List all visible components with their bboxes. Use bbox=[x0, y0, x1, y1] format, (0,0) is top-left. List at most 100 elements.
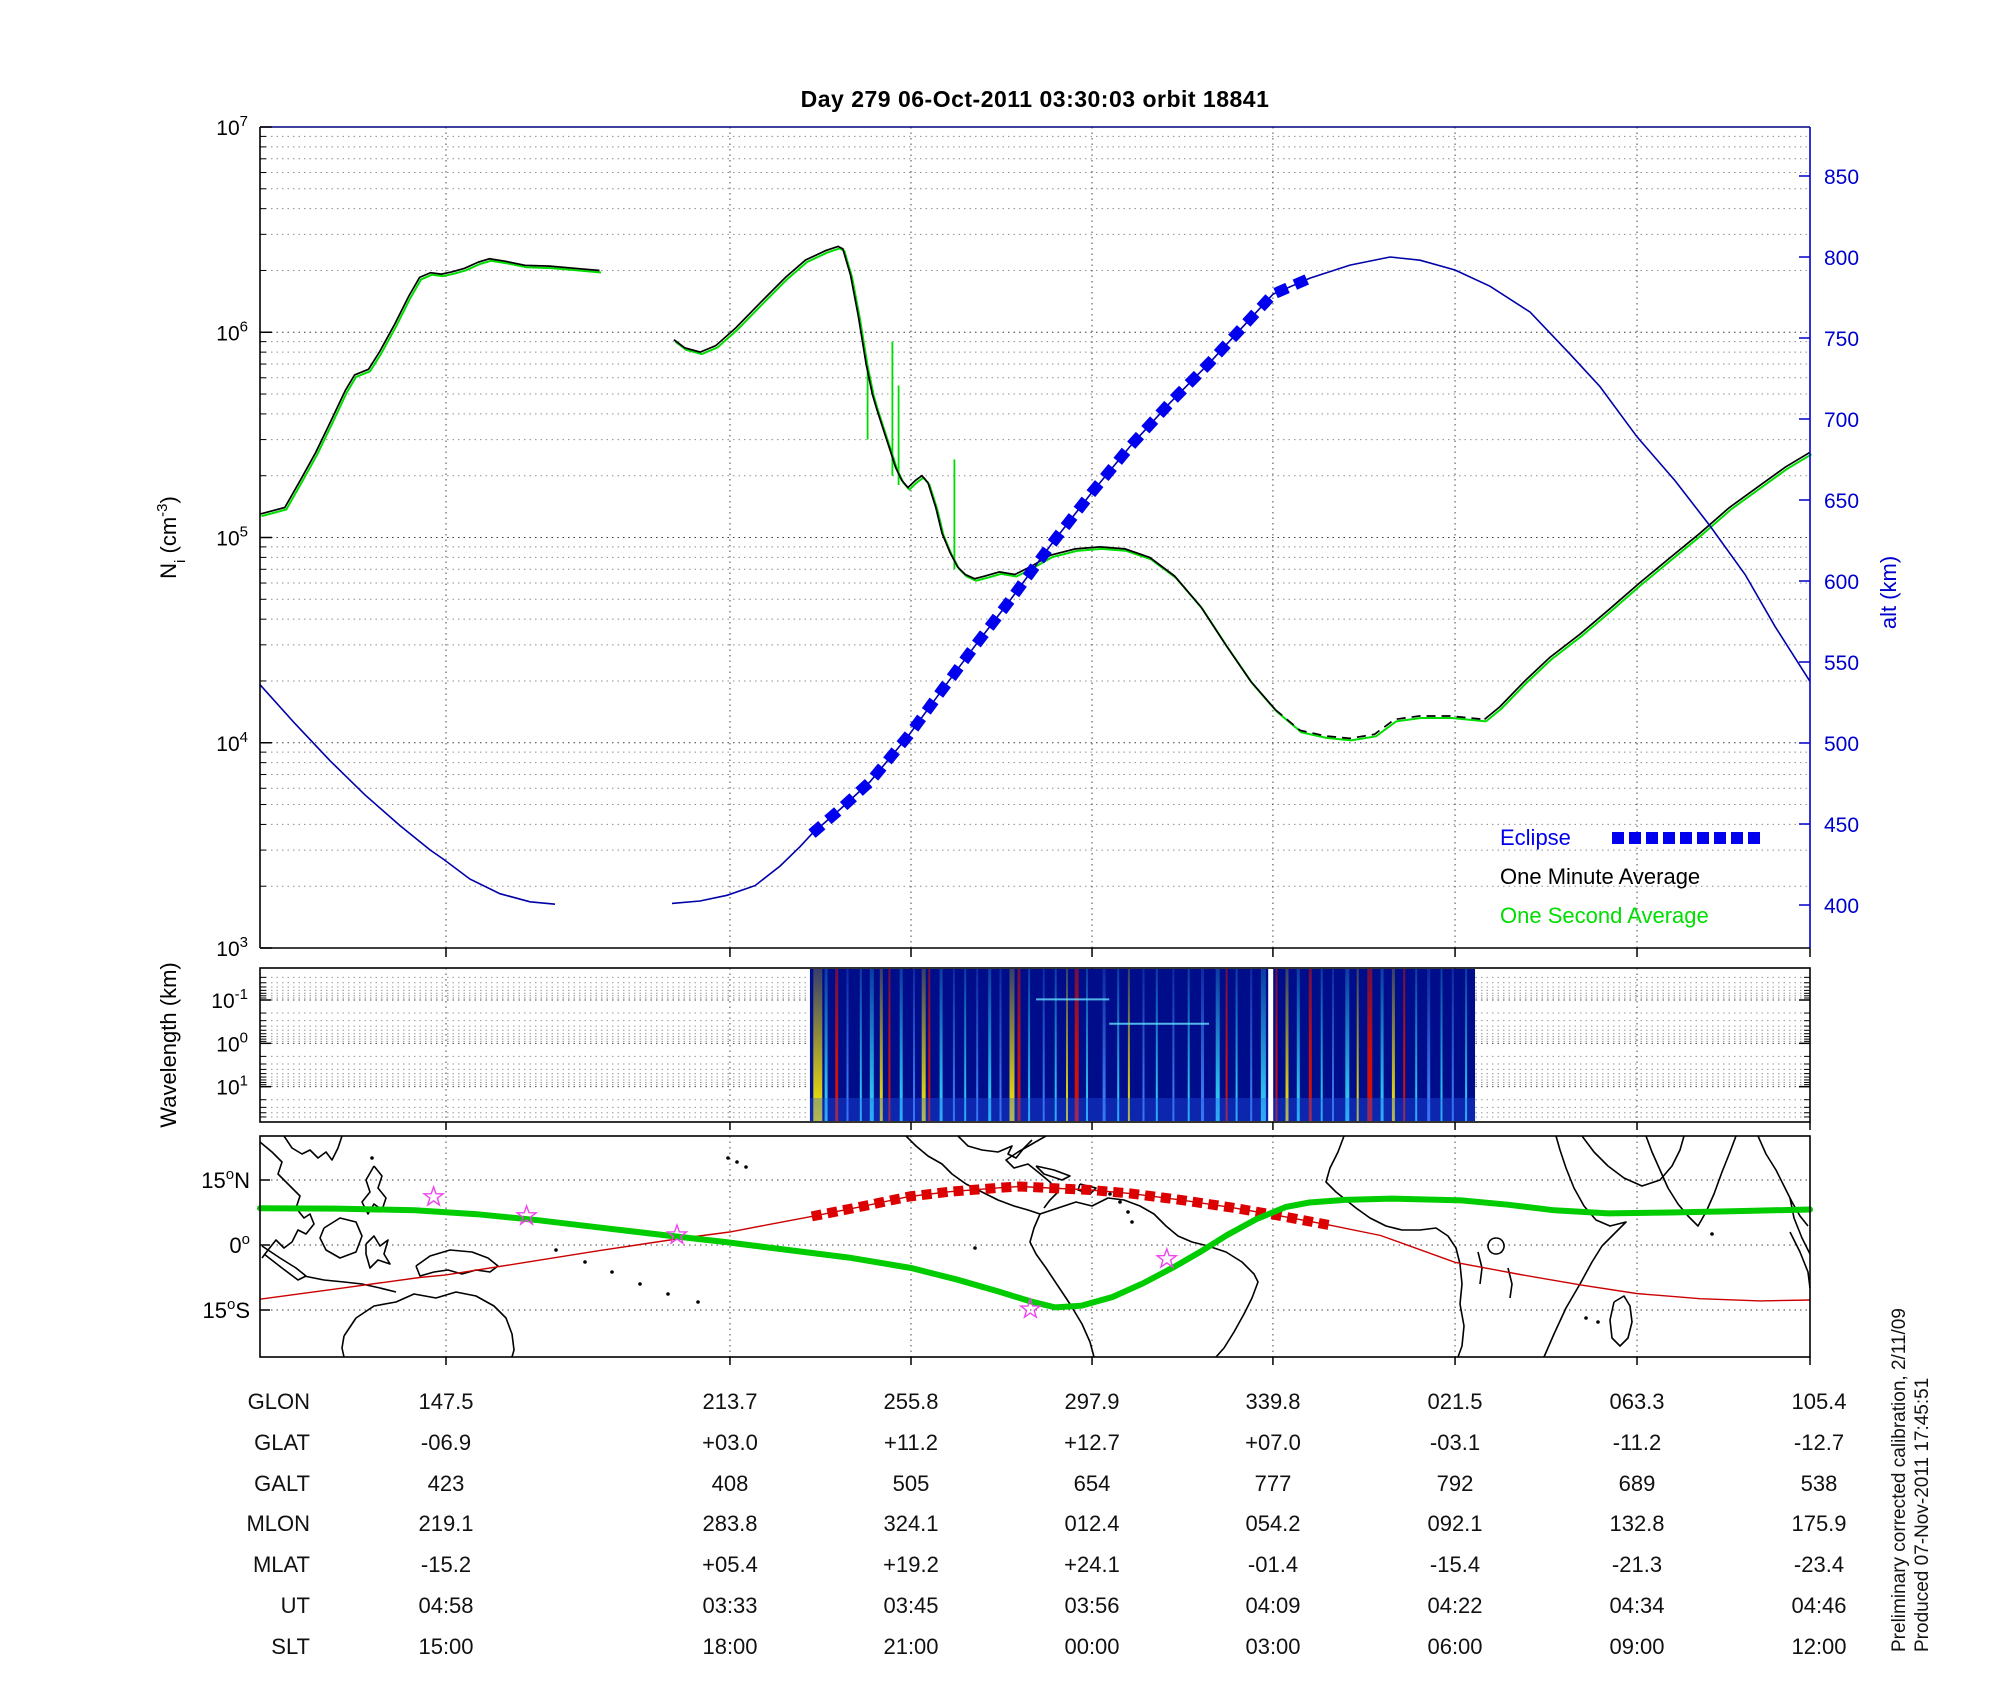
spectrogram-streak bbox=[1235, 969, 1238, 1121]
coastline bbox=[343, 1291, 515, 1358]
island-dot bbox=[638, 1282, 642, 1286]
spectrogram-streak bbox=[1451, 969, 1454, 1121]
coastline bbox=[1029, 1213, 1095, 1358]
island-dot bbox=[1118, 1200, 1122, 1204]
island-dot bbox=[1108, 1192, 1112, 1196]
one-second-average-segment bbox=[674, 247, 1278, 713]
one-minute-average-curve bbox=[1483, 451, 1811, 721]
coastline bbox=[1035, 1165, 1071, 1181]
spectrogram-streak bbox=[921, 969, 926, 1121]
spectrogram-streak bbox=[1427, 969, 1431, 1121]
star-marker bbox=[1155, 1246, 1179, 1269]
island-dot bbox=[973, 1246, 977, 1250]
table-cell: 03:33 bbox=[702, 1593, 758, 1618]
ground-track-eclipse bbox=[810, 1181, 1331, 1231]
spectrogram-bottom-band bbox=[809, 1098, 1476, 1121]
coastline bbox=[957, 1135, 1033, 1159]
spectrogram-streak bbox=[1440, 969, 1443, 1121]
spectrogram-streak bbox=[1127, 969, 1130, 1121]
map-border bbox=[259, 1135, 1811, 1358]
spectrogram-gap bbox=[1268, 969, 1274, 1121]
coastline bbox=[1325, 1135, 1465, 1358]
spectrogram-streak bbox=[988, 969, 992, 1121]
star-marker bbox=[422, 1184, 446, 1207]
spectrogram-streak bbox=[846, 969, 849, 1121]
coastline bbox=[1039, 1197, 1259, 1358]
legend-eclipse-swatch bbox=[1680, 832, 1692, 844]
spectrogram-streak bbox=[1215, 969, 1220, 1121]
coastline bbox=[283, 1135, 343, 1161]
table-cell: 00:00 bbox=[1064, 1634, 1120, 1659]
table-cell: -15.4 bbox=[1429, 1552, 1481, 1577]
table-cell: 283.8 bbox=[702, 1511, 758, 1536]
island-dot bbox=[610, 1270, 614, 1274]
island-dot bbox=[1584, 1316, 1588, 1320]
legend-label: One Second Average bbox=[1500, 903, 1709, 928]
alt-tick-label: 850 bbox=[1824, 166, 1859, 189]
y-tick-label: 104 bbox=[216, 729, 248, 756]
table-cell: -06.9 bbox=[420, 1430, 472, 1455]
wavelength-spectrogram-panel: 10-1 100 101 Wavelength (km) bbox=[156, 962, 1811, 1130]
table-cell: 132.8 bbox=[1609, 1511, 1665, 1536]
coastline bbox=[1757, 1135, 1809, 1227]
table-cell: 03:00 bbox=[1245, 1634, 1301, 1659]
spectrogram-streak bbox=[1009, 969, 1015, 1121]
one-second-average-segment bbox=[261, 259, 602, 518]
table-cell: 063.3 bbox=[1609, 1389, 1665, 1414]
spectrogram-streak bbox=[1074, 969, 1079, 1121]
island-dot bbox=[1126, 1210, 1130, 1214]
alt-tick-label: 650 bbox=[1824, 490, 1859, 513]
table-cell: -15.2 bbox=[420, 1552, 472, 1577]
table-row-label: UT bbox=[280, 1593, 310, 1618]
spectrogram-streak bbox=[1066, 969, 1068, 1121]
alt-tick-label: 750 bbox=[1824, 328, 1859, 351]
table-cell: 03:56 bbox=[1064, 1593, 1120, 1618]
spectrogram-streak bbox=[1117, 969, 1120, 1121]
island-dot bbox=[744, 1165, 748, 1169]
table-cell: 324.1 bbox=[883, 1511, 939, 1536]
one-minute-average-curve bbox=[673, 245, 1276, 711]
coastline bbox=[1581, 1135, 1685, 1187]
spectrogram-image bbox=[809, 969, 1476, 1121]
page-title: Day 279 06-Oct-2011 03:30:03 orbit 18841 bbox=[800, 86, 1270, 112]
table-cell: 054.2 bbox=[1245, 1511, 1301, 1536]
spectrogram-streak bbox=[1250, 969, 1253, 1121]
table-cell: 213.7 bbox=[702, 1389, 758, 1414]
alt-axis-title: alt (km) bbox=[1876, 556, 1901, 629]
table-cell: -01.4 bbox=[1247, 1552, 1299, 1577]
table-cell: 15:00 bbox=[418, 1634, 474, 1659]
legend-label: One Minute Average bbox=[1500, 864, 1700, 889]
table-cell: 012.4 bbox=[1064, 1511, 1120, 1536]
spectrogram-streak bbox=[1465, 969, 1468, 1121]
table-cell: -23.4 bbox=[1793, 1552, 1845, 1577]
table-cell: 03:45 bbox=[883, 1593, 939, 1618]
table-cell: 654 bbox=[1073, 1471, 1111, 1496]
spectrogram-streak bbox=[1086, 969, 1088, 1121]
table-cell: 689 bbox=[1618, 1471, 1656, 1496]
spectrogram-streak bbox=[1102, 969, 1106, 1121]
spectrogram-streak bbox=[1054, 969, 1057, 1121]
spectrogram-streak bbox=[835, 969, 839, 1121]
table-cell: +19.2 bbox=[883, 1552, 939, 1577]
legend-eclipse-swatch bbox=[1748, 832, 1760, 844]
table-cell: 255.8 bbox=[883, 1389, 939, 1414]
table-cell: +11.2 bbox=[883, 1430, 939, 1455]
spectrogram-streak bbox=[1142, 969, 1145, 1121]
coastline bbox=[361, 1165, 387, 1215]
spectrogram-streak bbox=[888, 969, 891, 1121]
spectrogram-streak bbox=[1345, 969, 1350, 1121]
table-cell: +24.1 bbox=[1064, 1552, 1120, 1577]
table-cell: +07.0 bbox=[1245, 1430, 1301, 1455]
coastline bbox=[1789, 1231, 1811, 1289]
spectrogram-streak bbox=[939, 969, 943, 1121]
coastline bbox=[319, 1217, 363, 1259]
table-cell: 21:00 bbox=[883, 1634, 939, 1659]
coastline bbox=[303, 1275, 397, 1293]
table-cell: 021.5 bbox=[1427, 1389, 1483, 1414]
table-cell: 04:22 bbox=[1427, 1593, 1483, 1618]
spectrogram-streak bbox=[1380, 969, 1384, 1121]
one-second-average-segment bbox=[1485, 453, 1813, 723]
production-note-line1: Preliminary corrected calibration, 2/11/… bbox=[1889, 1308, 1910, 1652]
spectrogram-streak bbox=[1225, 969, 1228, 1121]
